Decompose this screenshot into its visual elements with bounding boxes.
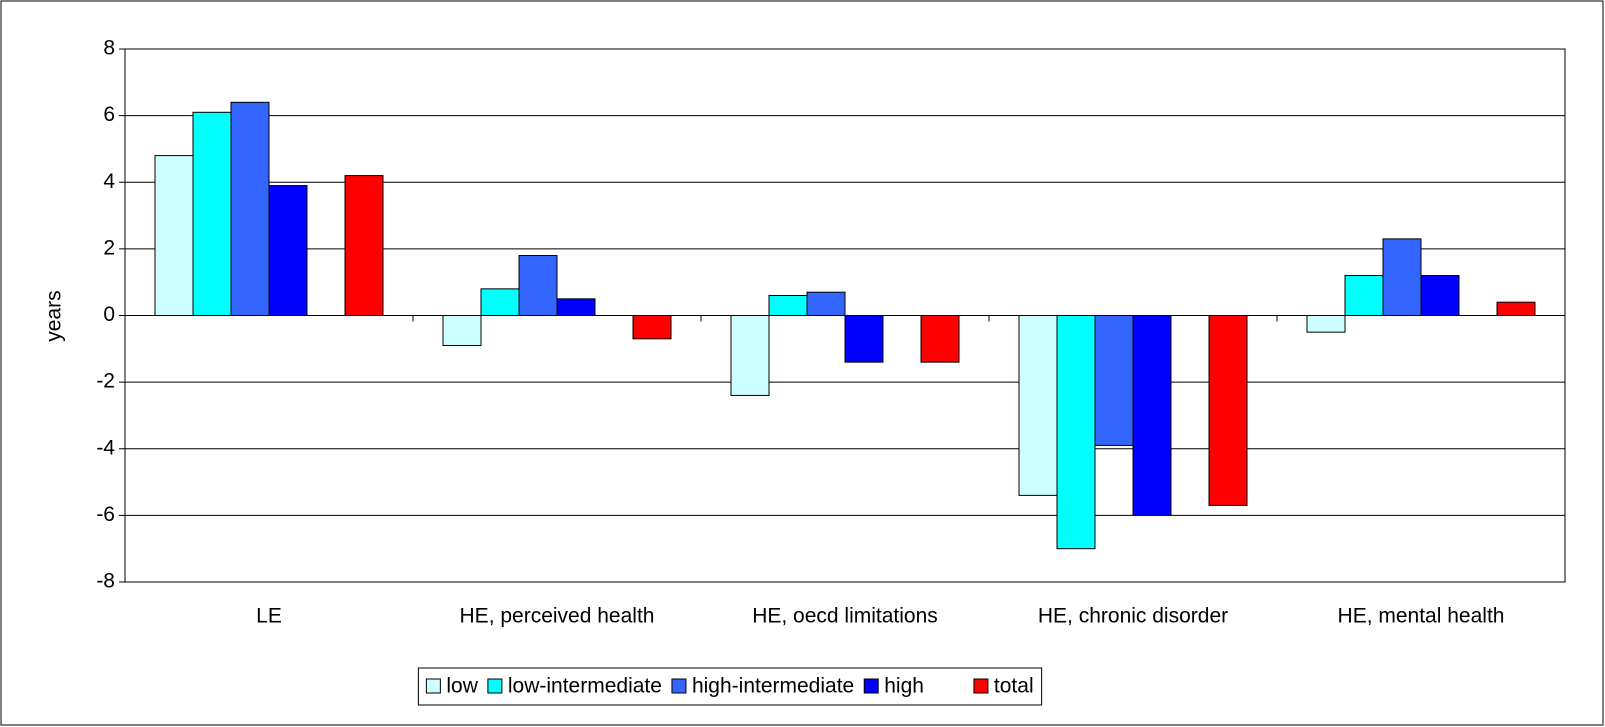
x-tick-label: HE, mental health (1338, 605, 1505, 628)
bar (556, 298, 596, 316)
bar (806, 291, 846, 316)
bar (1496, 301, 1536, 316)
legend-box (417, 667, 1043, 706)
x-tick-label: HE, chronic disorder (1038, 605, 1228, 628)
legend-label: low-intermediate (508, 675, 662, 698)
bar (230, 101, 270, 316)
bar (192, 111, 232, 316)
legend-label: total (994, 675, 1034, 698)
y-tick-label: 4 (103, 170, 115, 193)
legend-swatch (973, 678, 989, 694)
bar (1094, 315, 1134, 446)
bar (1132, 315, 1172, 516)
bar (480, 288, 520, 317)
bar (1056, 315, 1096, 550)
legend-label: high (884, 675, 924, 698)
y-tick-label: 6 (103, 103, 115, 126)
x-tick-label: HE, oecd limitations (752, 605, 938, 628)
legend-label: high-intermediate (692, 675, 854, 698)
bar (442, 315, 482, 346)
y-tick-label: -2 (96, 370, 115, 393)
bar (268, 185, 308, 316)
legend-swatch (863, 678, 879, 694)
bar (632, 315, 672, 340)
legend-swatch (425, 678, 441, 694)
bar (518, 255, 558, 317)
bar (1306, 315, 1346, 333)
legend-swatch (487, 678, 503, 694)
bar (844, 315, 884, 363)
legend-label: low (446, 675, 478, 698)
bar (1344, 275, 1384, 316)
bar (1420, 275, 1460, 316)
legend-swatch (671, 678, 687, 694)
y-tick-label: -6 (96, 503, 115, 526)
bar (1382, 238, 1422, 317)
y-tick-label: -8 (96, 570, 115, 593)
bar (920, 315, 960, 363)
y-tick-label: 8 (103, 37, 115, 60)
bar (154, 155, 194, 316)
bar (1018, 315, 1058, 496)
y-tick-label: -4 (96, 436, 115, 459)
bar (768, 295, 808, 317)
x-tick-label: LE (256, 605, 282, 628)
legend: low low-intermediate high-intermediate high… (417, 667, 1043, 706)
y-tick-label: 2 (103, 236, 115, 259)
bar (344, 175, 384, 316)
x-tick-label: HE, perceived health (460, 605, 655, 628)
y-tick-label: 0 (103, 303, 115, 326)
y-axis-label: years (43, 290, 66, 341)
bar (1208, 315, 1248, 506)
bar (730, 315, 770, 396)
